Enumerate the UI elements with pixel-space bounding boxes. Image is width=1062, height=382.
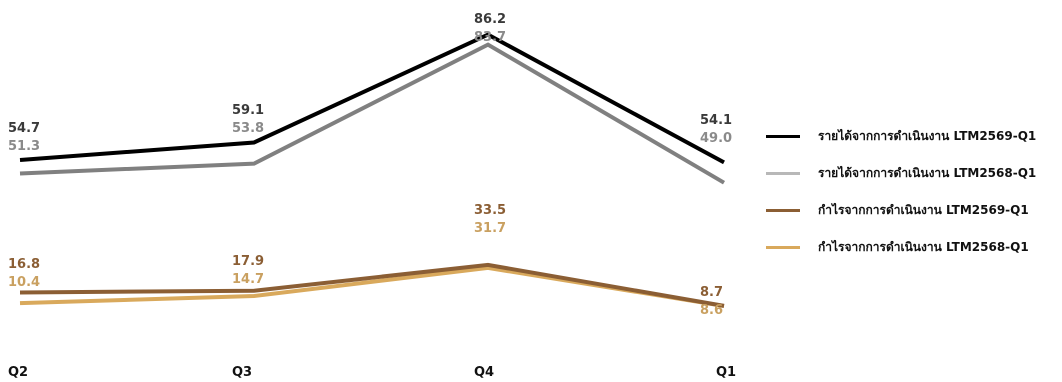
data-label: 59.1 [232,103,264,118]
data-label: 51.3 [8,139,40,154]
data-label: 49.0 [700,131,732,146]
x-axis-ticks: Q2 Q3 Q4 Q1 [8,365,736,380]
x-tick-label: Q2 [8,365,28,380]
data-label: 10.4 [8,275,40,290]
legend-label: กำไรจากการดำเนินงาน LTM2569-Q1 [818,203,1029,217]
legend-item: รายได้จากการดำเนินงาน LTM2568-Q1 [766,163,1062,200]
data-label: 54.1 [700,113,732,128]
x-tick-label: Q1 [716,365,736,380]
legend-label: รายได้จากการดำเนินงาน LTM2568-Q1 [818,166,1037,180]
legend-label: กำไรจากการดำเนินงาน LTM2568-Q1 [818,240,1029,254]
legend-item: กำไรจากการดำเนินงาน LTM2568-Q1 [766,237,1062,274]
series-lines [19,32,726,308]
data-label: 8.6 [700,303,723,318]
data-label: 8.7 [700,285,723,300]
data-label: 16.8 [8,257,40,272]
data-label: 17.9 [232,254,264,269]
x-tick-label: Q4 [474,365,494,380]
legend: รายได้จากการดำเนินงาน LTM2569-Q1 รายได้จา… [766,126,1062,274]
legend-swatch [766,246,800,249]
data-label: 86.2 [474,12,506,27]
legend-item: กำไรจากการดำเนินงาน LTM2569-Q1 [766,200,1062,237]
series-line-1 [19,32,725,165]
legend-swatch [766,209,800,212]
series-line-2 [19,42,726,185]
data-label: 33.5 [474,203,506,218]
legend-swatch [766,172,800,175]
data-label: 53.8 [232,121,264,136]
data-label: 54.7 [8,121,40,136]
legend-swatch [766,135,800,138]
legend-item: รายได้จากการดำเนินงาน LTM2569-Q1 [766,126,1062,163]
series-line-3 [19,262,725,308]
legend-label: รายได้จากการดำเนินงาน LTM2569-Q1 [818,129,1037,143]
data-label: 14.7 [232,272,264,287]
data-labels: 54.7 59.1 86.2 54.1 51.3 53.8 83.7 49.0 16.8 17.9… [8,12,732,318]
line-chart: 54.7 59.1 86.2 54.1 51.3 53.8 83.7 49.0 16.8 17.9… [8,12,736,380]
x-tick-label: Q3 [232,365,252,380]
data-label: 83.7 [474,30,506,45]
data-label: 31.7 [474,221,506,236]
